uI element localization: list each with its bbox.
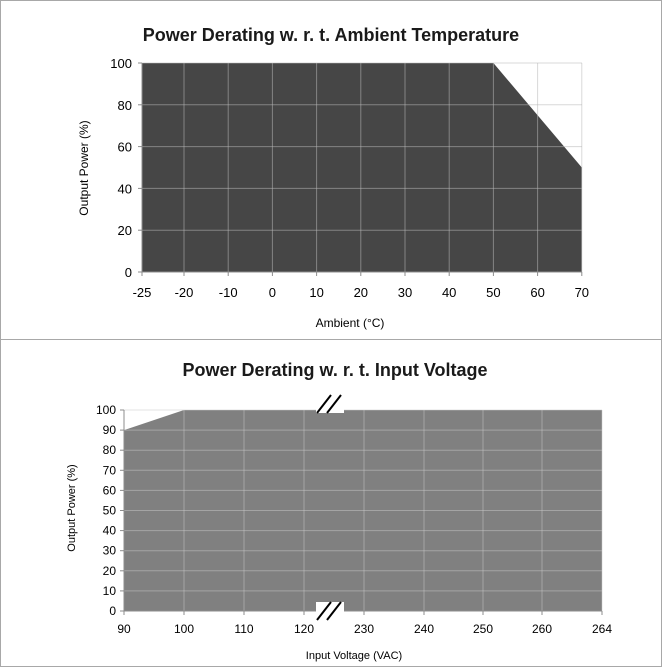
chart-title: Power Derating w. r. t. Input Voltage	[182, 360, 487, 380]
x-tick-label: 70	[575, 285, 589, 300]
x-tick-label: 250	[473, 622, 493, 636]
voltage-derating-chart: Power Derating w. r. t. Input Voltage 0 10…	[1, 340, 661, 666]
x-tick-label: 230	[354, 622, 374, 636]
x-tick-label: 20	[354, 285, 368, 300]
ambient-derating-svg: Power Derating w. r. t. Ambient Temperat…	[77, 25, 589, 330]
axis-break-slash	[316, 601, 332, 621]
y-tick-label: 100	[110, 56, 132, 71]
y-tick-label: 30	[103, 544, 117, 558]
x-tick-label: -25	[133, 285, 152, 300]
x-tick-label: -20	[175, 285, 194, 300]
x-tick-label: 110	[234, 622, 253, 636]
x-tick-label: 0	[269, 285, 276, 300]
y-tick-label: 20	[118, 223, 132, 238]
y-tick-label: 60	[118, 140, 132, 155]
y-tick-label: 40	[103, 524, 117, 538]
y-tick-label: 50	[103, 504, 117, 518]
y-tick-label: 80	[118, 98, 132, 113]
x-tick-label: 90	[117, 622, 131, 636]
axis-break-slash	[326, 601, 342, 621]
x-tick-label: 120	[294, 622, 314, 636]
x-tick-label: 240	[414, 622, 434, 636]
x-tick-label: 40	[442, 285, 456, 300]
y-tick-label: 0	[125, 265, 132, 280]
y-tick-label: 60	[103, 483, 117, 497]
x-tick-label: 100	[174, 622, 194, 636]
y-tick-label: 40	[118, 181, 132, 196]
derating-area	[142, 63, 582, 272]
y-tick-label: 20	[103, 564, 117, 578]
x-tick-label: 264	[592, 622, 612, 636]
x-tick-label: 30	[398, 285, 412, 300]
x-tick-label: -10	[219, 285, 238, 300]
y-tick-label: 10	[103, 584, 117, 598]
y-tick-label: 80	[103, 443, 117, 457]
x-axis-label: Ambient (°C)	[316, 316, 385, 330]
x-tick-label: 50	[486, 285, 500, 300]
y-axis-label: Output Power (%)	[77, 120, 91, 215]
x-tick-label: 60	[530, 285, 544, 300]
chart-title: Power Derating w. r. t. Ambient Temperat…	[143, 25, 519, 45]
axis-break-slash	[316, 394, 332, 414]
axis-break-bottom	[316, 601, 344, 621]
x-tick-label: 10	[309, 285, 323, 300]
x-tick-label: 260	[532, 622, 552, 636]
y-axis-label: Output Power (%)	[66, 464, 78, 551]
ambient-derating-chart: Power Derating w. r. t. Ambient Temperat…	[1, 1, 661, 339]
voltage-derating-svg: Power Derating w. r. t. Input Voltage 0 10…	[66, 360, 612, 662]
x-axis-label: Input Voltage (VAC)	[306, 650, 402, 662]
axis-break-top	[316, 394, 344, 414]
y-tick-label: 100	[96, 403, 116, 417]
y-tick-label: 70	[103, 463, 117, 477]
y-tick-label: 0	[109, 604, 116, 618]
panel-divider	[1, 339, 661, 340]
axis-break-slash	[326, 394, 342, 414]
y-tick-label: 90	[103, 423, 117, 437]
